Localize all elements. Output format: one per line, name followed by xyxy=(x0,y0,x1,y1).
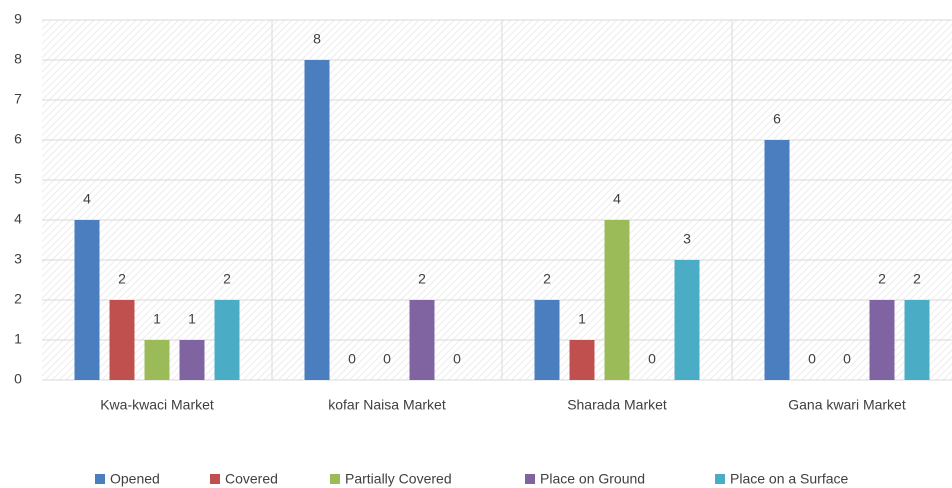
legend-swatch xyxy=(95,474,105,484)
plot-background xyxy=(42,20,952,380)
y-tick-label: 0 xyxy=(14,371,22,387)
data-label: 2 xyxy=(118,271,126,287)
x-tick-label: Sharada Market xyxy=(567,397,667,413)
data-label: 2 xyxy=(543,271,551,287)
bar xyxy=(534,300,560,380)
bar xyxy=(179,340,205,380)
bar xyxy=(674,260,700,380)
bar xyxy=(144,340,170,380)
legend-swatch xyxy=(715,474,725,484)
data-label: 4 xyxy=(613,191,621,207)
y-tick-label: 6 xyxy=(14,131,22,147)
legend-swatch xyxy=(525,474,535,484)
bar xyxy=(604,220,630,380)
bar xyxy=(304,60,330,380)
x-tick-label: kofar Naisa Market xyxy=(328,397,446,413)
bar xyxy=(869,300,895,380)
legend-swatch xyxy=(210,474,220,484)
data-label: 2 xyxy=(223,271,231,287)
y-tick-label: 1 xyxy=(14,331,22,347)
data-label: 0 xyxy=(453,351,461,367)
y-tick-label: 3 xyxy=(14,251,22,267)
data-label: 0 xyxy=(843,351,851,367)
legend-label: Opened xyxy=(110,471,160,487)
data-label: 3 xyxy=(683,231,691,247)
data-label: 0 xyxy=(383,351,391,367)
data-label: 0 xyxy=(648,351,656,367)
data-label: 0 xyxy=(348,351,356,367)
data-label: 8 xyxy=(313,31,321,47)
data-label: 6 xyxy=(773,111,781,127)
bar xyxy=(109,300,135,380)
bar xyxy=(904,300,930,380)
bar xyxy=(764,140,790,380)
bar xyxy=(74,220,100,380)
y-tick-label: 4 xyxy=(14,211,22,227)
legend-label: Partially Covered xyxy=(345,471,452,487)
data-label: 2 xyxy=(913,271,921,287)
bar xyxy=(214,300,240,380)
legend-swatch xyxy=(330,474,340,484)
data-label: 2 xyxy=(418,271,426,287)
y-tick-label: 2 xyxy=(14,291,22,307)
legend-label: Covered xyxy=(225,471,278,487)
data-label: 4 xyxy=(83,191,91,207)
y-tick-label: 8 xyxy=(14,51,22,67)
x-tick-label: Kwa-kwaci Market xyxy=(100,397,214,413)
y-tick-label: 5 xyxy=(14,171,22,187)
data-label: 1 xyxy=(578,311,586,327)
data-label: 1 xyxy=(153,311,161,327)
y-tick-label: 7 xyxy=(14,91,22,107)
legend-label: Place on a Surface xyxy=(730,471,849,487)
bar xyxy=(569,340,595,380)
x-tick-label: Gana kwari Market xyxy=(788,397,906,413)
data-label: 1 xyxy=(188,311,196,327)
legend-label: Place on Ground xyxy=(540,471,645,487)
y-tick-label: 9 xyxy=(14,11,22,27)
data-label: 0 xyxy=(808,351,816,367)
data-label: 2 xyxy=(878,271,886,287)
bar xyxy=(409,300,435,380)
